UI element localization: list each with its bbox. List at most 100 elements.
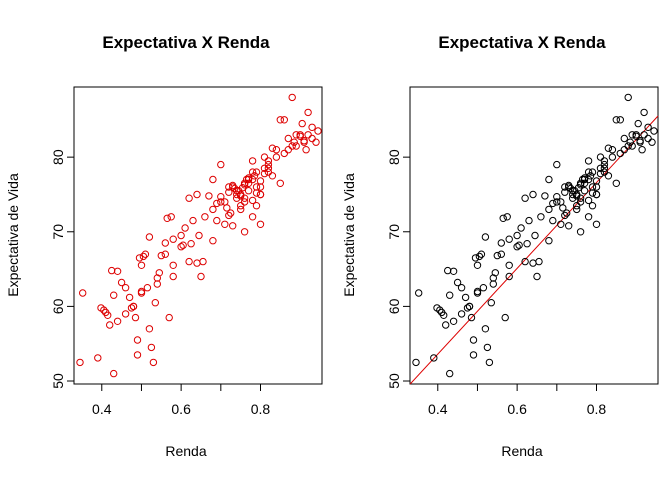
right-data-point <box>600 160 609 169</box>
right-data-point <box>620 134 628 143</box>
left-data-point <box>248 213 257 221</box>
left-data-point <box>213 216 221 225</box>
left-data-point <box>205 192 213 200</box>
right-data-point <box>535 257 543 266</box>
right-data-point <box>483 343 492 352</box>
right-data-point <box>465 302 474 311</box>
right-data-point <box>644 134 652 143</box>
right-data-point <box>489 280 497 288</box>
right-points-layer <box>409 93 659 385</box>
right-data-point <box>529 259 537 267</box>
left-data-point <box>240 228 249 236</box>
left-data-point <box>268 172 277 180</box>
right-data-point <box>491 269 499 277</box>
left-data-point <box>280 149 288 158</box>
right-data-point <box>499 214 507 223</box>
right-data-point <box>485 358 494 367</box>
right-scatter-panel: Expectativa X Renda 0.4 0.6 0.8 50 60 70 80 R… <box>341 33 659 459</box>
right-data-point <box>463 304 472 312</box>
right-data-point <box>449 267 458 275</box>
left-data-point <box>195 231 203 240</box>
left-y-tick-label: 60 <box>50 298 66 314</box>
right-data-point <box>584 175 593 184</box>
right-data-point <box>612 116 620 124</box>
left-data-point <box>225 211 233 220</box>
left-data-point <box>302 146 310 154</box>
right-data-point <box>515 241 523 249</box>
right-data-point <box>584 168 593 176</box>
right-data-point <box>469 351 478 359</box>
left-data-point <box>121 284 130 292</box>
right-data-point <box>640 108 648 117</box>
right-data-point <box>531 231 539 240</box>
left-data-point <box>217 198 225 206</box>
left-data-point <box>300 137 308 145</box>
left-data-point <box>272 146 281 154</box>
left-data-point <box>256 177 265 185</box>
right-data-point <box>471 254 480 262</box>
right-y-axis-label: Expectativa de Vida <box>341 173 357 297</box>
left-x-tick-label: 0.8 <box>251 401 271 417</box>
right-data-point <box>467 313 476 322</box>
right-data-point <box>446 291 454 299</box>
left-data-point <box>260 153 269 161</box>
left-data-point <box>284 146 292 154</box>
left-data-point <box>292 142 300 150</box>
left-data-point <box>167 213 175 221</box>
right-data-point <box>537 213 545 221</box>
right-data-point <box>505 261 513 269</box>
right-data-point <box>479 284 488 292</box>
left-data-point <box>145 325 154 333</box>
right-data-point <box>533 272 541 281</box>
left-data-point <box>264 160 273 169</box>
left-data-point <box>256 190 265 199</box>
right-data-point <box>415 289 423 297</box>
right-data-point <box>573 205 581 214</box>
right-data-point <box>608 146 617 154</box>
right-data-point <box>473 261 482 269</box>
left-data-point <box>121 310 130 318</box>
right-y-tick-label: 70 <box>386 224 402 240</box>
right-data-point <box>626 138 634 146</box>
right-data-point <box>569 187 577 195</box>
right-data-point <box>600 168 609 176</box>
left-data-point <box>137 289 146 297</box>
left-data-point <box>272 153 281 161</box>
left-x-axis: 0.4 0.6 0.8 <box>92 383 271 417</box>
right-data-point <box>557 220 565 229</box>
right-regression-line <box>409 115 659 385</box>
left-data-point <box>94 354 102 362</box>
left-data-point <box>141 250 150 258</box>
left-data-point <box>244 174 253 182</box>
right-data-point <box>573 202 581 210</box>
right-data-point <box>513 231 521 240</box>
right-data-point <box>644 123 652 132</box>
left-data-point <box>229 222 237 230</box>
left-data-point <box>209 205 217 214</box>
right-x-axis: 0.4 0.6 0.8 <box>428 383 606 417</box>
left-scatter-panel: Expectativa X Renda 0.4 0.6 0.8 50 60 70 80 R… <box>5 33 323 459</box>
right-data-point <box>567 184 575 193</box>
left-data-point <box>237 205 245 214</box>
right-data-point <box>628 131 636 139</box>
right-data-point <box>616 116 624 124</box>
right-data-point <box>604 172 613 180</box>
left-data-point <box>169 261 177 269</box>
left-data-point <box>149 358 158 367</box>
left-data-point <box>117 278 126 287</box>
left-data-point <box>125 293 134 302</box>
left-data-point <box>252 202 261 210</box>
right-data-point <box>477 250 486 258</box>
right-data-point <box>620 146 628 154</box>
left-y-tick-label: 70 <box>50 224 66 240</box>
right-data-point <box>624 93 632 102</box>
right-data-point <box>632 131 640 139</box>
right-data-point <box>545 175 553 184</box>
right-data-point <box>444 266 452 275</box>
right-data-point <box>553 160 561 169</box>
right-data-point <box>541 192 549 200</box>
left-data-point <box>110 369 118 378</box>
right-data-point <box>596 153 605 161</box>
left-data-point <box>193 259 201 267</box>
left-data-point <box>252 189 261 197</box>
